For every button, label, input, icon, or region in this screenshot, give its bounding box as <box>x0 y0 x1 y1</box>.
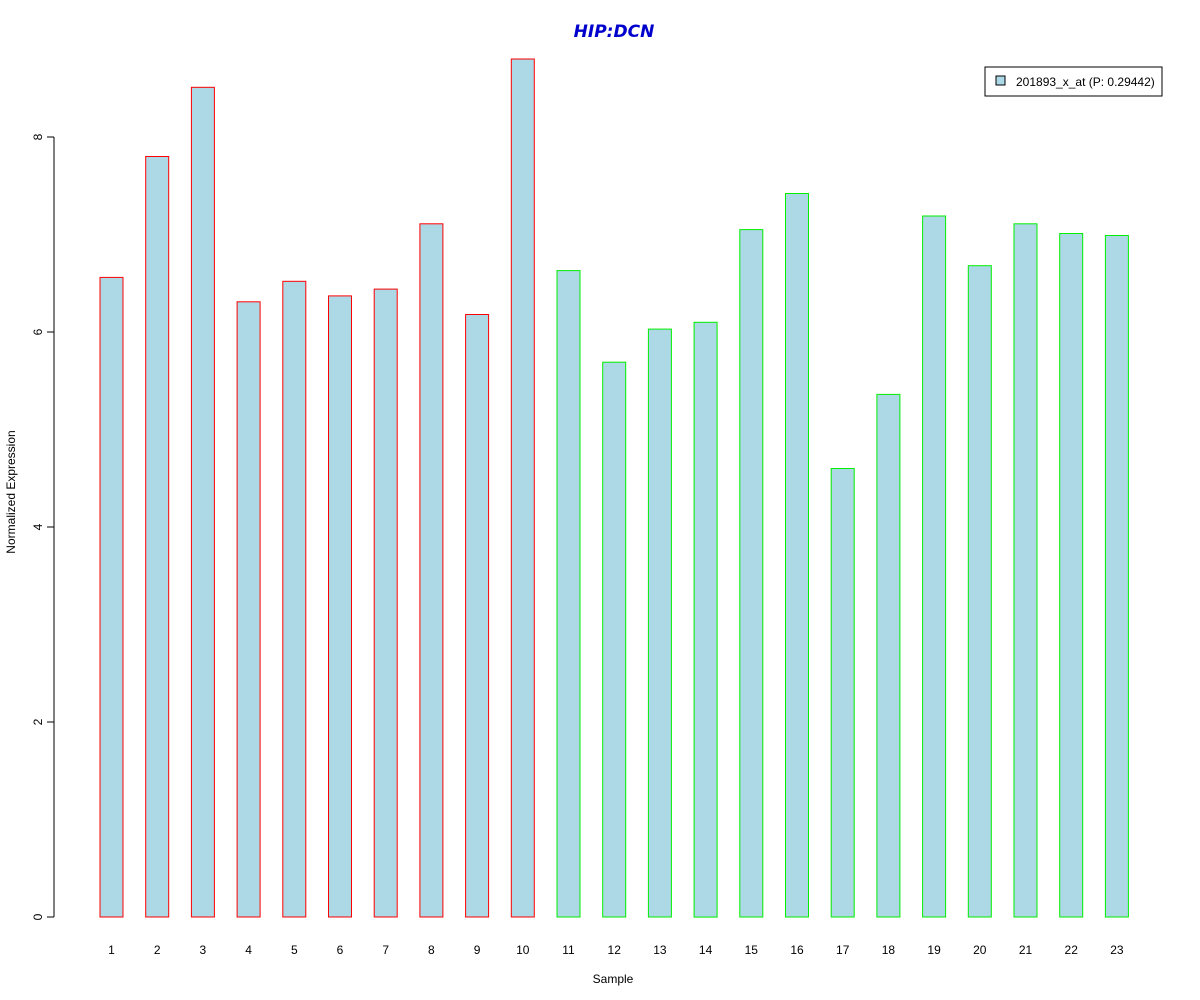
bar-sample-12 <box>602 361 627 918</box>
x-tick-label: 1 <box>108 943 115 957</box>
bar-sample-4 <box>236 301 261 918</box>
bar-sample-9 <box>465 314 490 918</box>
x-tick-label: 19 <box>927 943 941 957</box>
x-tick-label: 18 <box>882 943 896 957</box>
bar-sample-19 <box>922 215 947 918</box>
bar-sample-18 <box>876 393 901 918</box>
bar-sample-6 <box>328 295 352 918</box>
x-tick-label: 10 <box>516 943 530 957</box>
x-axis-label: Sample <box>593 972 634 986</box>
chart-title: HIP:DCN <box>574 22 655 42</box>
x-tick-label: 8 <box>428 943 435 957</box>
x-tick-label: 11 <box>562 943 575 957</box>
legend-label: 201893_x_at (P: 0.29442) <box>1016 75 1155 89</box>
x-tick-labels: 1 2 3 4 5 6 7 8 9 10 11 12 13 14 15 16 17 18 19 20 21 22 23 <box>108 943 1124 957</box>
bar-sample-23 <box>1104 235 1129 918</box>
x-tick-label: 22 <box>1065 943 1079 957</box>
bar-sample-8 <box>419 223 444 918</box>
x-tick-label: 16 <box>790 943 804 957</box>
legend-swatch <box>995 75 1006 86</box>
legend: 201893_x_at (P: 0.29442) <box>984 66 1163 97</box>
x-tick-label: 13 <box>653 943 667 957</box>
bar-sample-5 <box>282 280 307 918</box>
legend-box <box>984 66 1163 97</box>
bar-sample-10 <box>510 58 535 918</box>
y-tick-label: 8 <box>31 133 45 140</box>
bar-sample-14 <box>693 321 718 918</box>
bar-sample-15 <box>739 229 764 918</box>
bar-sample-16 <box>785 193 809 918</box>
y-tick-label: 6 <box>31 328 45 335</box>
x-tick-label: 6 <box>337 943 344 957</box>
x-tick-label: 21 <box>1019 943 1033 957</box>
bar-sample-13 <box>647 328 672 918</box>
y-tick-label: 2 <box>31 718 45 725</box>
x-tick-label: 5 <box>291 943 298 957</box>
bar-sample-20 <box>967 265 992 918</box>
x-tick-label: 9 <box>474 943 481 957</box>
x-tick-label: 17 <box>836 943 850 957</box>
bar-sample-11 <box>556 270 581 918</box>
x-tick-label: 23 <box>1110 943 1124 957</box>
x-tick-label: 15 <box>745 943 759 957</box>
bar-sample-3 <box>190 86 215 918</box>
x-tick-label: 4 <box>245 943 252 957</box>
y-axis: 0 2 4 6 8 <box>31 133 55 920</box>
bar-sample-1 <box>99 276 124 918</box>
y-tick-label: 4 <box>31 523 45 530</box>
bar-sample-7 <box>373 288 398 918</box>
y-tick-label: 0 <box>31 913 45 920</box>
x-tick-label: 12 <box>608 943 622 957</box>
x-tick-label: 14 <box>699 943 713 957</box>
bar-sample-17 <box>830 468 855 918</box>
bars-group <box>99 58 1129 918</box>
y-axis-label: Normalized Expression <box>4 430 18 553</box>
x-tick-label: 7 <box>382 943 389 957</box>
x-tick-label: 2 <box>154 943 161 957</box>
x-tick-label: 3 <box>200 943 207 957</box>
bar-sample-2 <box>145 156 170 918</box>
bar-sample-21 <box>1013 223 1038 918</box>
bar-sample-22 <box>1059 233 1084 918</box>
x-tick-label: 20 <box>973 943 987 957</box>
